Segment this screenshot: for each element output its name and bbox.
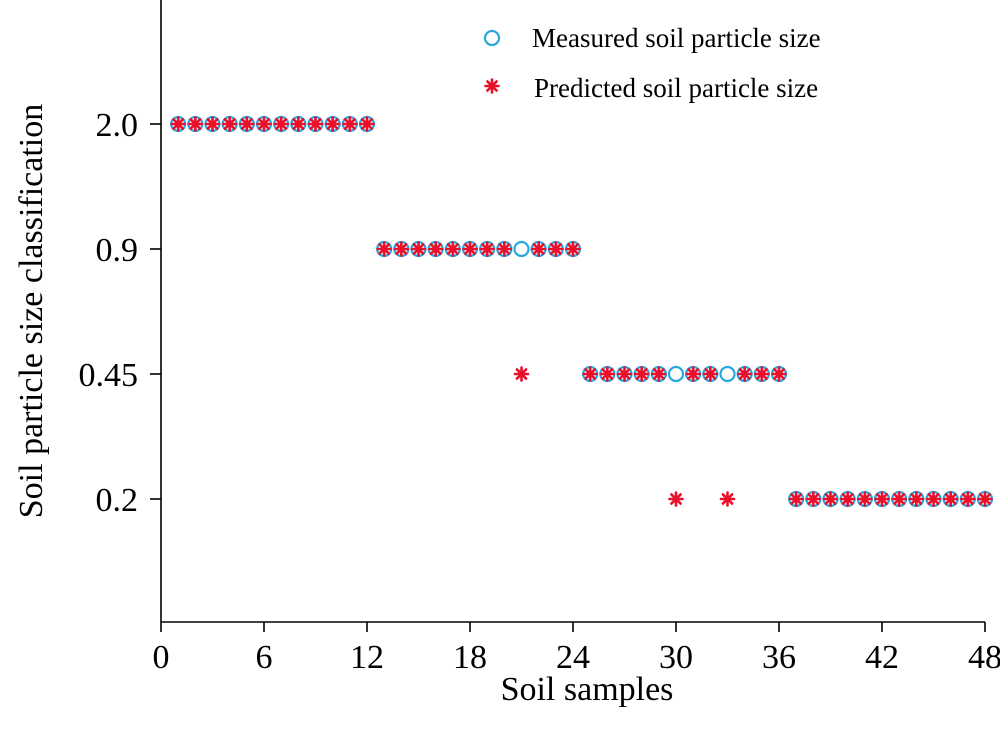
predicted-point	[427, 241, 444, 257]
predicted-point	[530, 241, 547, 257]
predicted-point	[960, 491, 976, 507]
predicted-point	[805, 491, 822, 507]
predicted-point	[668, 491, 684, 507]
legend-asterisk-glyph	[484, 78, 500, 94]
legend-measured-label: Measured soil particle size	[532, 23, 821, 53]
predicted-point	[822, 491, 839, 507]
predicted-point	[204, 116, 221, 132]
predicted-point	[565, 241, 581, 257]
predicted-point	[839, 491, 856, 507]
predicted-point	[187, 116, 204, 132]
y-tick-label: 2.0	[96, 107, 139, 144]
predicted-point	[393, 241, 410, 257]
predicted-point	[788, 491, 804, 507]
predicted-point	[702, 366, 719, 382]
predicted-point	[256, 116, 272, 132]
x-tick-label: 18	[453, 639, 487, 676]
predicted-point	[599, 366, 616, 382]
predicted-point	[496, 241, 513, 257]
x-tick-label: 36	[762, 639, 796, 676]
predicted-point	[410, 241, 427, 257]
x-axis-label: Soil samples	[501, 671, 674, 708]
y-tick-label: 0.9	[96, 232, 139, 269]
predicted-point	[736, 366, 753, 382]
predicted-point	[376, 241, 392, 257]
predicted-point	[942, 491, 959, 507]
predicted-point	[445, 241, 461, 257]
predicted-point	[239, 116, 255, 132]
predicted-point	[977, 491, 993, 507]
legend-predicted-label: Predicted soil particle size	[534, 73, 818, 103]
y-ticks: 0.2 0.45 0.9 2.0	[79, 107, 161, 519]
predicted-point	[651, 366, 667, 382]
legend-predicted-marker	[484, 78, 500, 94]
measured-point	[719, 365, 736, 383]
data-markers	[170, 115, 994, 508]
predicted-point	[548, 241, 564, 257]
predicted-point	[462, 241, 478, 257]
predicted-point	[857, 491, 873, 507]
x-tick-label: 24	[556, 639, 590, 676]
predicted-point	[307, 116, 324, 132]
x-tick-label: 30	[659, 639, 693, 676]
predicted-point	[582, 366, 598, 382]
predicted-point	[479, 241, 495, 257]
measured-point	[667, 365, 685, 383]
predicted-point	[513, 366, 530, 382]
y-tick-label: 0.45	[79, 357, 139, 394]
predicted-point	[908, 491, 925, 507]
x-ticks: 0 6 12 18 24 30 36 42 48	[153, 622, 1000, 676]
predicted-point	[925, 491, 942, 507]
predicted-point	[170, 116, 186, 132]
predicted-point	[324, 116, 341, 132]
predicted-point	[771, 366, 787, 382]
predicted-point	[342, 116, 358, 132]
predicted-point	[891, 491, 907, 507]
predicted-point	[874, 491, 890, 507]
x-tick-label: 42	[865, 639, 899, 676]
predicted-point	[359, 116, 375, 132]
predicted-point	[221, 116, 238, 132]
predicted-point	[273, 116, 289, 132]
measured-point	[513, 240, 530, 258]
x-tick-label: 0	[153, 639, 170, 676]
x-tick-label: 12	[350, 639, 384, 676]
predicted-point	[719, 491, 736, 507]
predicted-point	[754, 366, 770, 382]
legend: Measured soil particle size Predicted so…	[483, 23, 821, 103]
x-tick-label: 48	[968, 639, 1000, 676]
legend-measured-marker	[483, 29, 501, 47]
predicted-point	[633, 366, 650, 382]
predicted-point	[616, 366, 633, 382]
predicted-point	[290, 116, 307, 132]
predicted-point	[685, 366, 701, 382]
y-axis-label: Soil particle size classification	[13, 104, 50, 518]
x-tick-label: 6	[256, 639, 273, 676]
y-tick-label: 0.2	[96, 482, 139, 519]
